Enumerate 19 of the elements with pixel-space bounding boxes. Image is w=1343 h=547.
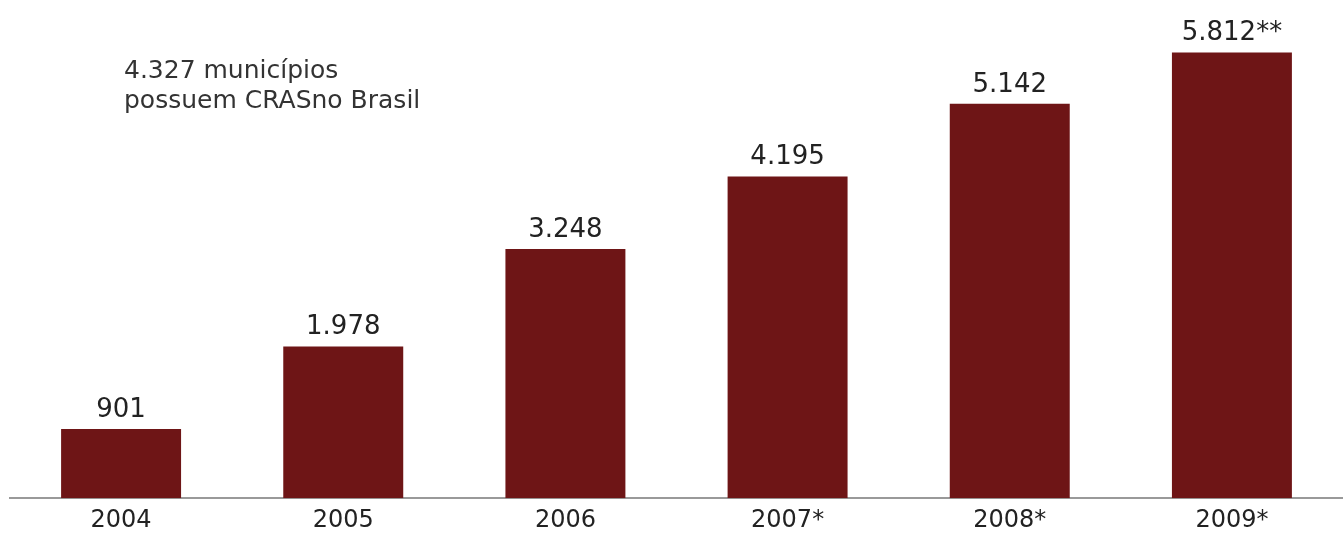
x-tick-label: 2007* — [751, 504, 825, 533]
data-label: 5.142 — [972, 67, 1047, 98]
annotation: 4.327 municípios possuem CRASno Brasil — [124, 55, 421, 115]
x-tick-label: 2004 — [90, 504, 152, 533]
bar — [61, 429, 182, 499]
data-label: 901 — [96, 392, 146, 423]
x-tick-label: 2006 — [534, 504, 596, 533]
x-tick-label: 2009* — [1195, 504, 1269, 533]
bar — [283, 346, 404, 499]
bar — [1171, 52, 1292, 499]
bar — [727, 176, 848, 499]
x-tick-label: 2008* — [973, 504, 1047, 533]
bar — [949, 103, 1070, 499]
data-label: 1.978 — [306, 310, 381, 341]
bar — [505, 249, 626, 499]
x-tick-label: 2005 — [312, 504, 374, 533]
data-label: 3.248 — [528, 212, 603, 243]
data-label: 5.812** — [1181, 16, 1283, 47]
data-label: 4.195 — [750, 140, 825, 171]
